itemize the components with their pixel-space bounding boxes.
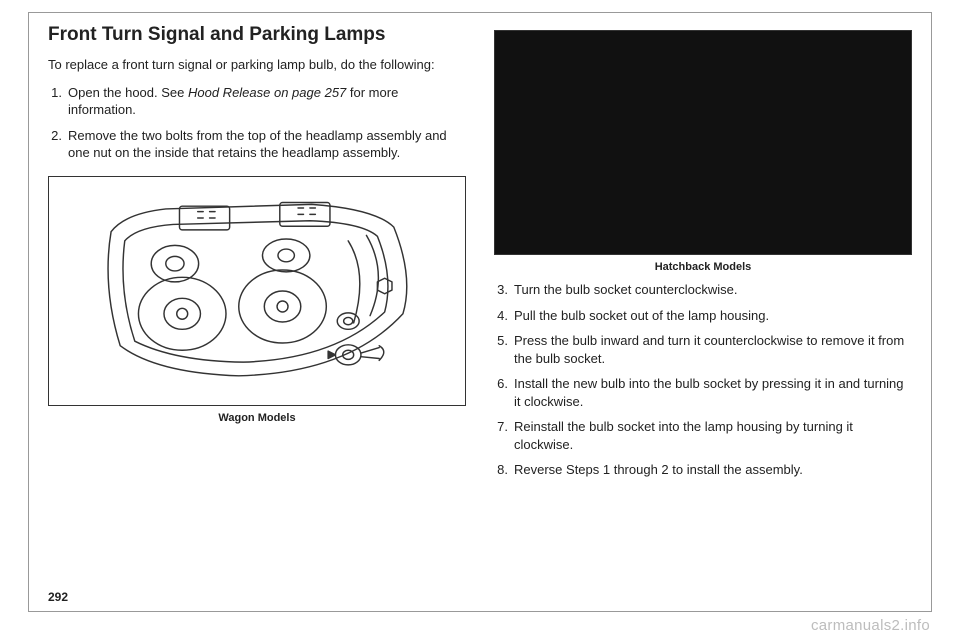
step-6: 6. Install the new bulb into the bulb so… bbox=[494, 375, 912, 410]
step-text-italic: Hood Release on page 257 bbox=[188, 85, 346, 100]
step-4: 4. Pull the bulb socket out of the lamp … bbox=[494, 307, 912, 325]
right-steps-list: 3. Turn the bulb socket counterclockwise… bbox=[494, 281, 912, 487]
step-number: 1. bbox=[48, 84, 68, 119]
step-7: 7. Reinstall the bulb socket into the la… bbox=[494, 418, 912, 453]
page-number: 292 bbox=[48, 590, 68, 604]
step-2: 2. Remove the two bolts from the top of … bbox=[48, 127, 466, 162]
left-steps-list: 1. Open the hood. See Hood Release on pa… bbox=[48, 84, 466, 170]
right-column: Hatchback Models 3. Turn the bulb socket… bbox=[494, 24, 912, 592]
section-title: Front Turn Signal and Parking Lamps bbox=[48, 24, 466, 46]
step-number: 6. bbox=[494, 375, 514, 410]
step-number: 4. bbox=[494, 307, 514, 325]
step-number: 8. bbox=[494, 461, 514, 479]
left-column: Front Turn Signal and Parking Lamps To r… bbox=[48, 24, 466, 592]
step-number: 7. bbox=[494, 418, 514, 453]
right-figure-caption: Hatchback Models bbox=[494, 261, 912, 273]
step-3: 3. Turn the bulb socket counterclockwise… bbox=[494, 281, 912, 299]
wagon-headlamp-figure bbox=[48, 176, 466, 406]
hatchback-headlamp-figure bbox=[494, 30, 912, 255]
step-text: Remove the two bolts from the top of the… bbox=[68, 127, 466, 162]
headlamp-illustration-icon bbox=[49, 177, 465, 405]
step-number: 2. bbox=[48, 127, 68, 162]
left-figure-caption: Wagon Models bbox=[48, 412, 466, 424]
page-content: Front Turn Signal and Parking Lamps To r… bbox=[48, 24, 912, 592]
intro-text: To replace a front turn signal or parkin… bbox=[48, 56, 466, 74]
step-text: Press the bulb inward and turn it counte… bbox=[514, 332, 912, 367]
step-text: Pull the bulb socket out of the lamp hou… bbox=[514, 307, 912, 325]
step-number: 3. bbox=[494, 281, 514, 299]
step-text: Reverse Steps 1 through 2 to install the… bbox=[514, 461, 912, 479]
watermark-text: carmanuals2.info bbox=[811, 617, 930, 634]
step-1: 1. Open the hood. See Hood Release on pa… bbox=[48, 84, 466, 119]
step-5: 5. Press the bulb inward and turn it cou… bbox=[494, 332, 912, 367]
step-text-part: Open the hood. See bbox=[68, 85, 188, 100]
step-text: Reinstall the bulb socket into the lamp … bbox=[514, 418, 912, 453]
step-8: 8. Reverse Steps 1 through 2 to install … bbox=[494, 461, 912, 479]
step-number: 5. bbox=[494, 332, 514, 367]
step-text: Install the new bulb into the bulb socke… bbox=[514, 375, 912, 410]
step-text: Open the hood. See Hood Release on page … bbox=[68, 84, 466, 119]
step-text: Turn the bulb socket counterclockwise. bbox=[514, 281, 912, 299]
